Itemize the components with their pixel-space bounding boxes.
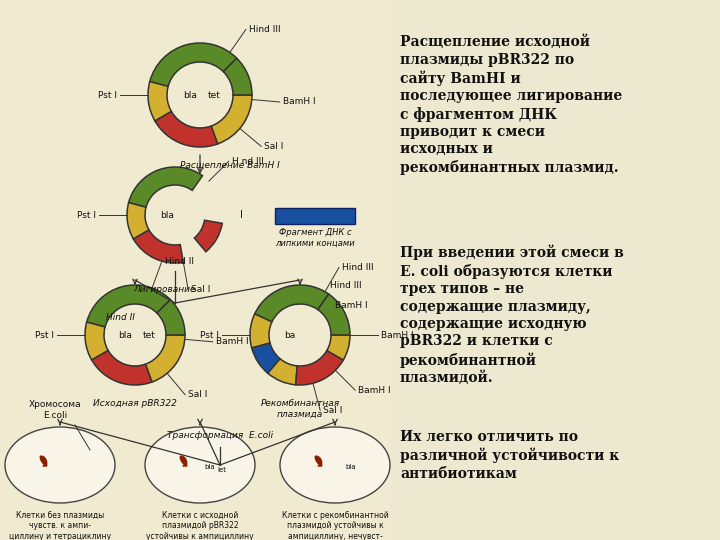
Text: Pst I: Pst I [35, 330, 54, 340]
Text: Фрагмент ДНК с
липкими концами: Фрагмент ДНК с липкими концами [275, 228, 355, 247]
Text: H nd III: H nd III [232, 157, 264, 166]
Wedge shape [333, 446, 366, 462]
Text: Лигирование: Лигирование [134, 285, 197, 294]
Text: Клетки с рекомбинантной
плазмидой устойчивы к
ампициллину, нечувст-
вительны к т: Клетки с рекомбинантной плазмидой устойч… [282, 511, 388, 540]
Wedge shape [347, 480, 361, 490]
Wedge shape [268, 359, 297, 385]
Text: bla: bla [204, 464, 215, 470]
Wedge shape [194, 220, 222, 252]
Wedge shape [150, 43, 237, 86]
Text: Их легко отличить по
различной устойчивости к
антибиотикам: Их легко отличить по различной устойчиво… [400, 430, 619, 481]
Wedge shape [357, 475, 372, 489]
Wedge shape [194, 446, 230, 464]
Text: BamH I: BamH I [381, 330, 413, 340]
Ellipse shape [5, 427, 115, 503]
Wedge shape [252, 343, 280, 373]
Wedge shape [85, 322, 108, 360]
Text: Pst I: Pst I [98, 91, 117, 99]
Wedge shape [327, 335, 350, 360]
Text: BamH I: BamH I [283, 98, 315, 106]
Text: Sal I: Sal I [188, 390, 207, 399]
Wedge shape [250, 314, 272, 348]
Text: bla: bla [346, 464, 356, 470]
Text: BamH I: BamH I [358, 386, 391, 395]
Text: Pst I: Pst I [77, 211, 96, 219]
Bar [390, 0, 720, 540]
Wedge shape [193, 462, 204, 479]
Wedge shape [129, 167, 202, 207]
Wedge shape [364, 468, 375, 479]
Text: Расщепление BamH I: Расщепление BamH I [180, 161, 280, 170]
Wedge shape [196, 475, 222, 490]
Text: bla: bla [118, 330, 132, 340]
Text: Рекомбинантная
плазмида: Рекомбинантная плазмида [261, 399, 340, 418]
Text: Pst I: Pst I [200, 330, 219, 340]
Wedge shape [86, 285, 171, 327]
Wedge shape [296, 350, 343, 385]
Text: Hind III: Hind III [330, 281, 361, 290]
Wedge shape [331, 458, 341, 474]
Wedge shape [133, 230, 184, 263]
Wedge shape [155, 111, 217, 147]
Text: Hind III: Hind III [342, 263, 374, 272]
Wedge shape [220, 468, 237, 489]
Bar [275, 208, 355, 224]
Wedge shape [91, 350, 152, 385]
Wedge shape [332, 471, 350, 489]
Text: tet: tet [143, 330, 156, 340]
Text: Расщепление исходной
плазмиды рBR322 по
сайту BamHI и
последующее лигирование
с : Расщепление исходной плазмиды рBR322 по … [400, 35, 622, 175]
Wedge shape [255, 285, 328, 322]
Text: I: I [240, 210, 243, 220]
Text: BamH I: BamH I [335, 301, 368, 310]
Text: При введении этой смеси в
E. coli образуются клетки
трех типов – не
содержащие п: При введении этой смеси в E. coli образу… [400, 245, 624, 386]
Wedge shape [361, 450, 375, 468]
Wedge shape [318, 294, 350, 335]
Text: BamH I: BamH I [216, 338, 248, 346]
Text: ba: ba [284, 330, 296, 340]
Text: Sal I: Sal I [192, 285, 210, 294]
Text: Исходная рBR322: Исходная рBR322 [93, 399, 177, 408]
Text: Hind III: Hind III [249, 25, 281, 34]
Wedge shape [127, 202, 149, 239]
Text: Sal I: Sal I [264, 142, 284, 151]
Text: tet: tet [207, 91, 220, 99]
Text: Клетки без плазмиды
чувств. к ампи-
циллину и тетрациклину: Клетки без плазмиды чувств. к ампи- цилл… [9, 511, 111, 540]
Text: let: let [217, 467, 227, 473]
Text: Hind II: Hind II [106, 313, 135, 322]
Text: Клетки с исходной
плазмидой рBR322
устойчивы к ампициллину
и тетрациклину: Клетки с исходной плазмидой рBR322 устой… [146, 511, 254, 540]
Text: Хромосома
E.coli: Хромосома E.coli [29, 400, 81, 420]
Text: bla: bla [160, 211, 174, 219]
Text: Трансформация  E.coli: Трансформация E.coli [167, 430, 273, 440]
Ellipse shape [280, 427, 390, 503]
Text: Hind II: Hind II [165, 257, 194, 266]
Wedge shape [224, 453, 237, 468]
Wedge shape [145, 335, 185, 382]
Wedge shape [223, 58, 252, 95]
Text: Sal I: Sal I [323, 406, 343, 415]
Wedge shape [157, 300, 185, 335]
Wedge shape [211, 95, 252, 144]
Text: bla: bla [183, 91, 197, 99]
Ellipse shape [145, 427, 255, 503]
Wedge shape [148, 82, 171, 121]
